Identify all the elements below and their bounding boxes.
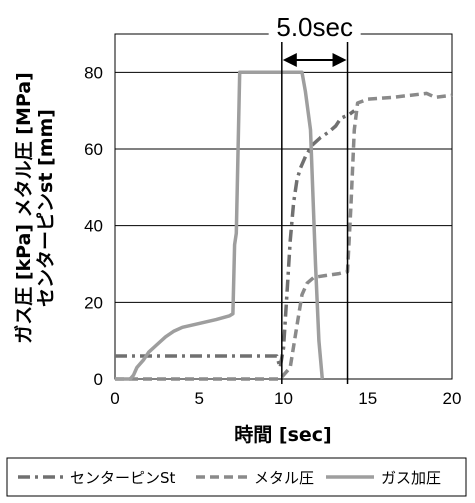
legend: センターピンSt メタル圧 ガス加圧 (18, 469, 441, 487)
y-axis-title-line2: センターピンst [mm] (35, 109, 57, 307)
x-tick-labels: 0 5 10 15 20 (110, 389, 461, 408)
x-tick-label: 10 (274, 389, 293, 408)
x-axis-title: 時間 [sec] (234, 424, 331, 446)
y-axis-title-line1: ガス圧 [kPa] メタル圧 [MPa] (13, 72, 35, 344)
plot-frame (114, 33, 453, 380)
y-tick-label: 0 (94, 370, 103, 389)
series-line (115, 91, 453, 381)
annotation-arrowhead-left (282, 53, 297, 67)
y-tick-label: 80 (84, 63, 103, 82)
legend-box (6, 457, 467, 497)
legend-label: ガス加圧 (381, 469, 441, 487)
series-line (115, 70, 325, 381)
legend-label: メタル圧 (254, 469, 314, 487)
y-tick-label: 60 (84, 140, 103, 159)
y-tick-label: 20 (84, 293, 103, 312)
gridlines (115, 71, 452, 303)
x-tick-label: 20 (443, 389, 462, 408)
annotation-label: 5.0sec (276, 12, 353, 42)
y-tick-labels: 0 20 40 60 80 (84, 63, 103, 389)
legend-label: センターピンSt (70, 469, 176, 487)
x-tick-label: 15 (358, 389, 377, 408)
annotation: 5.0sec (268, 12, 361, 384)
y-tick-label: 40 (84, 217, 103, 236)
y-axis-title: ガス圧 [kPa] メタル圧 [MPa] センターピンst [mm] (13, 72, 57, 344)
annotation-label-background (268, 12, 361, 42)
annotation-arrowhead-right (332, 53, 347, 67)
x-tick-label: 0 (110, 389, 119, 408)
x-tick-label: 5 (195, 389, 204, 408)
